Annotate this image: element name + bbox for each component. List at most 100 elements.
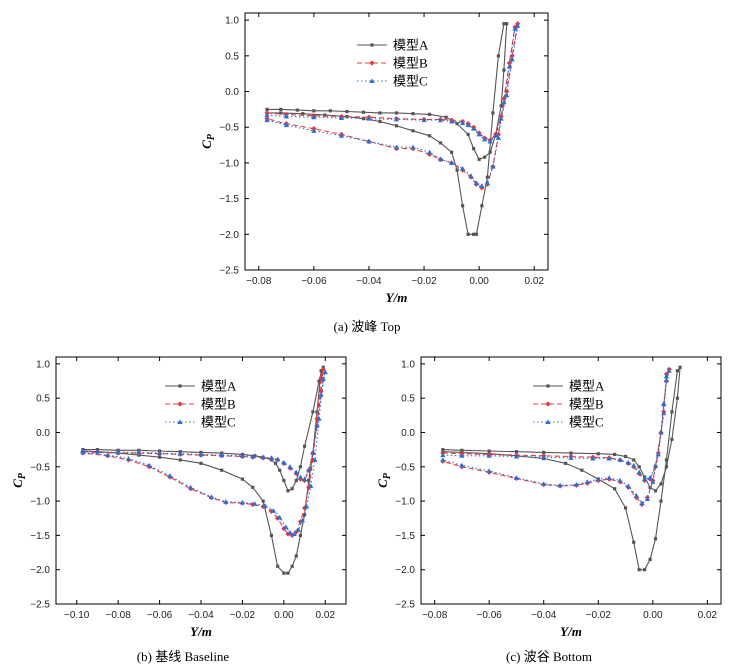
data-point [459,453,465,458]
data-point [655,451,661,457]
data-point [251,485,255,489]
data-point [513,475,520,480]
data-point [632,458,636,462]
y-tick-label: −2.0 [30,565,50,576]
data-point [666,368,672,373]
x-tick-label: −0.06 [477,610,503,621]
series-solid-square [265,22,509,236]
data-point [675,369,679,373]
data-point [449,150,454,154]
data-point [298,465,303,469]
data-point [623,454,628,459]
data-point [502,68,506,72]
y-tick-label: 0.5 [225,51,239,62]
data-point [480,204,484,208]
data-point [318,392,324,397]
x-tick-label: 0.02 [524,276,544,287]
y-axis-label-main: C [199,140,214,149]
data-point [311,114,317,120]
data-point [495,135,502,140]
x-tick-label: 0.00 [469,276,489,287]
data-point [448,118,455,124]
data-point [361,110,366,114]
data-point [167,473,173,478]
data-point [482,136,488,142]
chart-top: −0.08 −0.06 −0.04 −0.02 0.00 0.02 1.0 0.5 0.0 −0.… [199,12,549,334]
data-point [617,477,623,483]
legend-label: 模型B [569,397,604,412]
data-point [496,54,501,58]
legend-label: 模型A [569,379,605,394]
data-point [483,155,487,159]
data-point [264,112,270,118]
data-point [637,568,641,572]
data-point [664,465,669,469]
data-point [648,557,652,562]
legend-marker [545,419,551,424]
x-tick-label: 0.02 [698,610,718,621]
data-point [287,464,293,469]
data-point [460,448,464,452]
data-point [240,477,245,481]
data-point [653,489,658,493]
data-point [265,107,269,111]
data-point [440,457,446,462]
data-point [541,481,547,486]
data-point [310,450,316,456]
data-point [568,455,574,460]
x-tick-label: −0.04 [356,276,382,287]
data-point [223,499,229,504]
data-point [393,116,400,122]
data-point [277,514,283,520]
data-point [338,115,345,120]
x-tick-label: −0.08 [422,610,448,621]
data-point [631,462,637,468]
y-tick-label: −0.5 [395,462,415,473]
data-point [658,429,664,435]
legend-label: 模型B [393,56,428,71]
data-point [465,122,471,128]
data-point [328,109,332,113]
data-point [440,452,446,458]
data-point [318,374,324,381]
data-point [584,479,590,484]
y-tick-label: −1.5 [395,531,415,542]
data-point [177,451,183,456]
y-tick-label: −2.0 [219,230,239,241]
data-point [283,524,289,530]
data-point [302,513,307,517]
data-point [239,499,246,505]
y-axis-label-main: C [375,479,390,488]
data-point [310,457,316,463]
y-axis-label-main: C [10,479,25,488]
legend: 模型A 模型B 模型C [165,379,237,430]
data-point [486,453,492,458]
data-point [260,503,266,510]
data-point [573,482,580,487]
chart-bottom: −0.08 −0.06 −0.04 −0.02 0.00 0.02 1.0 0.5 0.0 −0.… [375,356,722,664]
data-point [647,475,653,480]
data-point [105,452,111,458]
data-point [501,99,507,105]
y-tick-label: 0.5 [36,394,50,405]
data-point [291,531,297,537]
data-point [569,451,573,455]
data-point [661,410,667,416]
caption: (c) 波谷 Bottom [506,649,592,664]
y-axis-label-sub: P [382,472,393,479]
data-point [94,449,101,454]
x-tick-label: −0.08 [105,610,131,621]
data-point [661,401,667,406]
data-point [156,450,163,456]
data-point [636,469,642,475]
data-point [290,487,294,491]
data-point [270,508,277,513]
series-line [82,371,326,535]
data-point [198,451,204,457]
data-point [394,111,399,115]
y-tick-label: 0.5 [401,394,415,405]
legend-marker [369,60,375,66]
data-point [476,131,482,137]
data-point [486,468,492,473]
